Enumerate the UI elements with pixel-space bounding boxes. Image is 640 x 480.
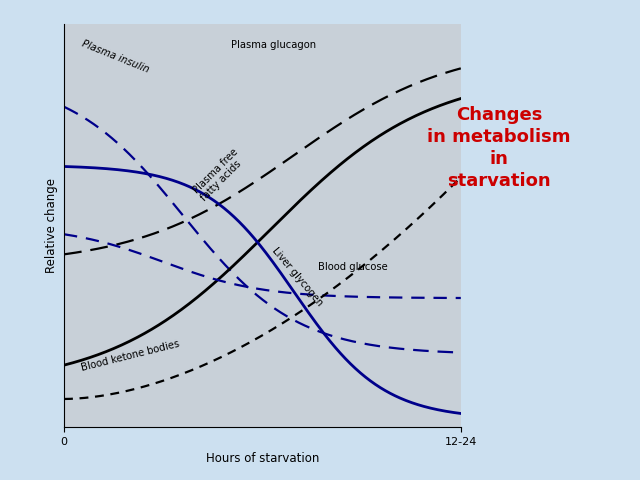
Text: Plasma free
fatty acids: Plasma free fatty acids [191, 146, 248, 204]
Y-axis label: Relative change: Relative change [45, 178, 58, 273]
X-axis label: Hours of starvation: Hours of starvation [205, 453, 319, 466]
Text: Blood glucose: Blood glucose [318, 262, 388, 272]
Text: Plasma glucagon: Plasma glucagon [230, 40, 316, 50]
Text: Plasma insulin: Plasma insulin [80, 38, 150, 74]
Text: Changes
in metabolism
in
starvation: Changes in metabolism in starvation [428, 106, 571, 190]
Text: Liver glycogen: Liver glycogen [270, 246, 325, 308]
Text: Blood ketone bodies: Blood ketone bodies [80, 338, 180, 373]
